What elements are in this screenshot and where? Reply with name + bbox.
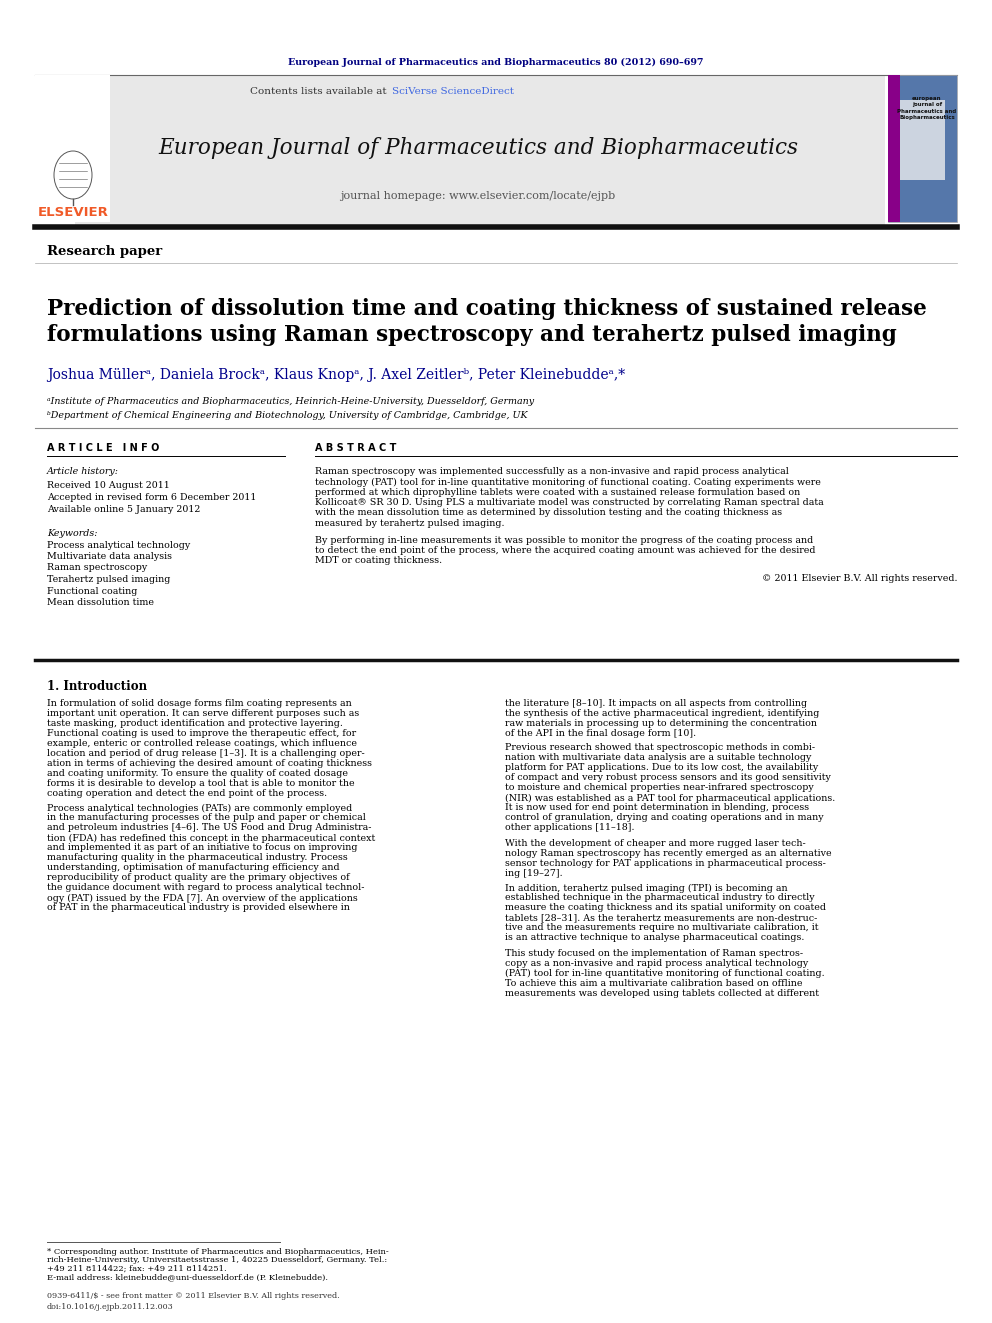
Text: performed at which diprophylline tablets were coated with a sustained release fo: performed at which diprophylline tablets… <box>315 488 801 497</box>
Text: platform for PAT applications. Due to its low cost, the availability: platform for PAT applications. Due to it… <box>505 763 818 773</box>
Text: forms it is desirable to develop a tool that is able to monitor the: forms it is desirable to develop a tool … <box>47 778 354 787</box>
Bar <box>900 101 945 180</box>
Text: ing [19–27].: ing [19–27]. <box>505 868 562 877</box>
Text: Mean dissolution time: Mean dissolution time <box>47 598 154 607</box>
Text: with the mean dissolution time as determined by dissolution testing and the coat: with the mean dissolution time as determ… <box>315 508 782 517</box>
Text: of the API in the final dosage form [10].: of the API in the final dosage form [10]… <box>505 729 696 737</box>
Text: Previous research showed that spectroscopic methods in combi-: Previous research showed that spectrosco… <box>505 744 815 753</box>
Text: © 2011 Elsevier B.V. All rights reserved.: © 2011 Elsevier B.V. All rights reserved… <box>762 574 957 583</box>
Text: It is now used for end point determination in blending, process: It is now used for end point determinati… <box>505 803 809 812</box>
Text: A R T I C L E   I N F O: A R T I C L E I N F O <box>47 443 160 452</box>
Text: Process analytical technologies (PATs) are commonly employed: Process analytical technologies (PATs) a… <box>47 803 352 812</box>
Bar <box>888 75 900 222</box>
Text: ation in terms of achieving the desired amount of coating thickness: ation in terms of achieving the desired … <box>47 758 372 767</box>
Text: measure the coating thickness and its spatial uniformity on coated: measure the coating thickness and its sp… <box>505 904 826 913</box>
Text: European Journal of Pharmaceutics and Biopharmaceutics 80 (2012) 690–697: European Journal of Pharmaceutics and Bi… <box>289 57 703 66</box>
Text: nology Raman spectroscopy has recently emerged as an alternative: nology Raman spectroscopy has recently e… <box>505 848 831 857</box>
Text: taste masking, product identification and protective layering.: taste masking, product identification an… <box>47 718 343 728</box>
Text: the literature [8–10]. It impacts on all aspects from controlling: the literature [8–10]. It impacts on all… <box>505 699 807 708</box>
Text: A B S T R A C T: A B S T R A C T <box>315 443 397 452</box>
Text: raw materials in processing up to determining the concentration: raw materials in processing up to determ… <box>505 718 817 728</box>
Text: Article history:: Article history: <box>47 467 119 476</box>
Text: Raman spectroscopy: Raman spectroscopy <box>47 564 147 573</box>
Text: In addition, terahertz pulsed imaging (TPI) is becoming an: In addition, terahertz pulsed imaging (T… <box>505 884 788 893</box>
Text: established technique in the pharmaceutical industry to directly: established technique in the pharmaceuti… <box>505 893 814 902</box>
Text: the guidance document with regard to process analytical technol-: the guidance document with regard to pro… <box>47 884 364 893</box>
Bar <box>35 75 110 222</box>
Text: tive and the measurements require no multivariate calibration, it: tive and the measurements require no mul… <box>505 923 818 933</box>
Text: is an attractive technique to analyse pharmaceutical coatings.: is an attractive technique to analyse ph… <box>505 934 805 942</box>
Text: Research paper: Research paper <box>47 246 163 258</box>
Text: to detect the end point of the process, where the acquired coating amount was ac: to detect the end point of the process, … <box>315 546 815 554</box>
Text: Contents lists available at: Contents lists available at <box>250 87 390 97</box>
Text: 1. Introduction: 1. Introduction <box>47 680 147 692</box>
Text: Process analytical technology: Process analytical technology <box>47 541 190 549</box>
Text: technology (PAT) tool for in-line quantitative monitoring of functional coating.: technology (PAT) tool for in-line quanti… <box>315 478 820 487</box>
Text: to moisture and chemical properties near-infrared spectroscopy: to moisture and chemical properties near… <box>505 783 813 792</box>
Text: By performing in-line measurements it was possible to monitor the progress of th: By performing in-line measurements it wa… <box>315 536 813 545</box>
Text: (NIR) was established as a PAT tool for pharmaceutical applications.: (NIR) was established as a PAT tool for … <box>505 794 835 803</box>
Text: 0939-6411/$ - see front matter © 2011 Elsevier B.V. All rights reserved.: 0939-6411/$ - see front matter © 2011 El… <box>47 1293 339 1301</box>
Text: in the manufacturing processes of the pulp and paper or chemical: in the manufacturing processes of the pu… <box>47 814 366 823</box>
Text: and coating uniformity. To ensure the quality of coated dosage: and coating uniformity. To ensure the qu… <box>47 769 348 778</box>
Text: This study focused on the implementation of Raman spectros-: This study focused on the implementation… <box>505 949 804 958</box>
Text: and implemented it as part of an initiative to focus on improving: and implemented it as part of an initiat… <box>47 844 357 852</box>
Text: Received 10 August 2011: Received 10 August 2011 <box>47 480 170 490</box>
Text: Functional coating is used to improve the therapeutic effect, for: Functional coating is used to improve th… <box>47 729 356 737</box>
Text: doi:10.1016/j.ejpb.2011.12.003: doi:10.1016/j.ejpb.2011.12.003 <box>47 1303 174 1311</box>
Text: ᵇDepartment of Chemical Engineering and Biotechnology, University of Cambridge, : ᵇDepartment of Chemical Engineering and … <box>47 410 528 419</box>
Text: ᵃInstitute of Pharmaceutics and Biopharmaceutics, Heinrich-Heine-University, Due: ᵃInstitute of Pharmaceutics and Biopharm… <box>47 397 534 406</box>
Text: control of granulation, drying and coating operations and in many: control of granulation, drying and coati… <box>505 814 823 823</box>
Text: reproducibility of product quality are the primary objectives of: reproducibility of product quality are t… <box>47 873 349 882</box>
Text: measured by terahertz pulsed imaging.: measured by terahertz pulsed imaging. <box>315 519 505 528</box>
Text: coating operation and detect the end point of the process.: coating operation and detect the end poi… <box>47 789 327 798</box>
Text: MDT or coating thickness.: MDT or coating thickness. <box>315 556 442 565</box>
Text: Multivariate data analysis: Multivariate data analysis <box>47 552 172 561</box>
Text: Joshua Müllerᵃ, Daniela Brockᵃ, Klaus Knopᵃ, J. Axel Zeitlerᵇ, Peter Kleinebudde: Joshua Müllerᵃ, Daniela Brockᵃ, Klaus Kn… <box>47 368 625 382</box>
Text: +49 211 8114422; fax: +49 211 8114251.: +49 211 8114422; fax: +49 211 8114251. <box>47 1265 226 1273</box>
Text: copy as a non-invasive and rapid process analytical technology: copy as a non-invasive and rapid process… <box>505 958 808 967</box>
Text: Prediction of dissolution time and coating thickness of sustained release
formul: Prediction of dissolution time and coati… <box>47 298 927 347</box>
Text: other applications [11–18].: other applications [11–18]. <box>505 823 635 832</box>
Text: Accepted in revised form 6 December 2011: Accepted in revised form 6 December 2011 <box>47 492 256 501</box>
Text: To achieve this aim a multivariate calibration based on offline: To achieve this aim a multivariate calib… <box>505 979 803 987</box>
Text: Terahertz pulsed imaging: Terahertz pulsed imaging <box>47 576 171 583</box>
Text: of PAT in the pharmaceutical industry is provided elsewhere in: of PAT in the pharmaceutical industry is… <box>47 904 350 913</box>
Bar <box>75 75 885 225</box>
Text: measurements was developed using tablets collected at different: measurements was developed using tablets… <box>505 988 819 998</box>
Text: Kollicoat® SR 30 D. Using PLS a multivariate model was constructed by correlatin: Kollicoat® SR 30 D. Using PLS a multivar… <box>315 497 823 507</box>
Text: journal homepage: www.elsevier.com/locate/ejpb: journal homepage: www.elsevier.com/locat… <box>340 191 616 201</box>
Text: ELSEVIER: ELSEVIER <box>38 205 108 218</box>
Text: (PAT) tool for in-line quantitative monitoring of functional coating.: (PAT) tool for in-line quantitative moni… <box>505 968 824 978</box>
Text: manufacturing quality in the pharmaceutical industry. Process: manufacturing quality in the pharmaceuti… <box>47 853 348 863</box>
Bar <box>888 75 957 222</box>
Text: ogy (PAT) issued by the FDA [7]. An overview of the applications: ogy (PAT) issued by the FDA [7]. An over… <box>47 893 358 902</box>
Text: Keywords:: Keywords: <box>47 528 97 537</box>
Text: and petroleum industries [4–6]. The US Food and Drug Administra-: and petroleum industries [4–6]. The US F… <box>47 823 371 832</box>
Text: location and period of drug release [1–3]. It is a challenging oper-: location and period of drug release [1–3… <box>47 749 365 758</box>
Text: sensor technology for PAT applications in pharmaceutical process-: sensor technology for PAT applications i… <box>505 859 826 868</box>
Text: SciVerse ScienceDirect: SciVerse ScienceDirect <box>392 87 514 97</box>
Text: European Journal of Pharmaceutics and Biopharmaceutics: European Journal of Pharmaceutics and Bi… <box>158 138 798 159</box>
Text: tion (FDA) has redefined this concept in the pharmaceutical context: tion (FDA) has redefined this concept in… <box>47 833 375 843</box>
Text: E-mail address: kleinebudde@uni-duesseldorf.de (P. Kleinebudde).: E-mail address: kleinebudde@uni-duesseld… <box>47 1274 328 1282</box>
Text: understanding, optimisation of manufacturing efficiency and: understanding, optimisation of manufactu… <box>47 864 339 872</box>
Text: nation with multivariate data analysis are a suitable technology: nation with multivariate data analysis a… <box>505 754 811 762</box>
Text: Raman spectroscopy was implemented successfully as a non-invasive and rapid proc: Raman spectroscopy was implemented succe… <box>315 467 789 476</box>
Text: With the development of cheaper and more rugged laser tech-: With the development of cheaper and more… <box>505 839 806 848</box>
Text: In formulation of solid dosage forms film coating represents an: In formulation of solid dosage forms fil… <box>47 699 352 708</box>
Text: european
journal of
Pharmaceutics and
Biopharmaceutics: european journal of Pharmaceutics and Bi… <box>898 95 956 120</box>
Text: example, enteric or controlled release coatings, which influence: example, enteric or controlled release c… <box>47 738 357 747</box>
Text: important unit operation. It can serve different purposes such as: important unit operation. It can serve d… <box>47 709 359 717</box>
Text: of compact and very robust process sensors and its good sensitivity: of compact and very robust process senso… <box>505 774 831 782</box>
Text: * Corresponding author. Institute of Pharmaceutics and Biopharmaceutics, Hein-: * Corresponding author. Institute of Pha… <box>47 1248 389 1256</box>
Text: Available online 5 January 2012: Available online 5 January 2012 <box>47 504 200 513</box>
Text: Functional coating: Functional coating <box>47 586 137 595</box>
Text: rich-Heine-University, Universitaetsstrasse 1, 40225 Duesseldorf, Germany. Tel.:: rich-Heine-University, Universitaetsstra… <box>47 1257 387 1265</box>
Text: the synthesis of the active pharmaceutical ingredient, identifying: the synthesis of the active pharmaceutic… <box>505 709 819 717</box>
Text: tablets [28–31]. As the terahertz measurements are non-destruc-: tablets [28–31]. As the terahertz measur… <box>505 913 817 922</box>
